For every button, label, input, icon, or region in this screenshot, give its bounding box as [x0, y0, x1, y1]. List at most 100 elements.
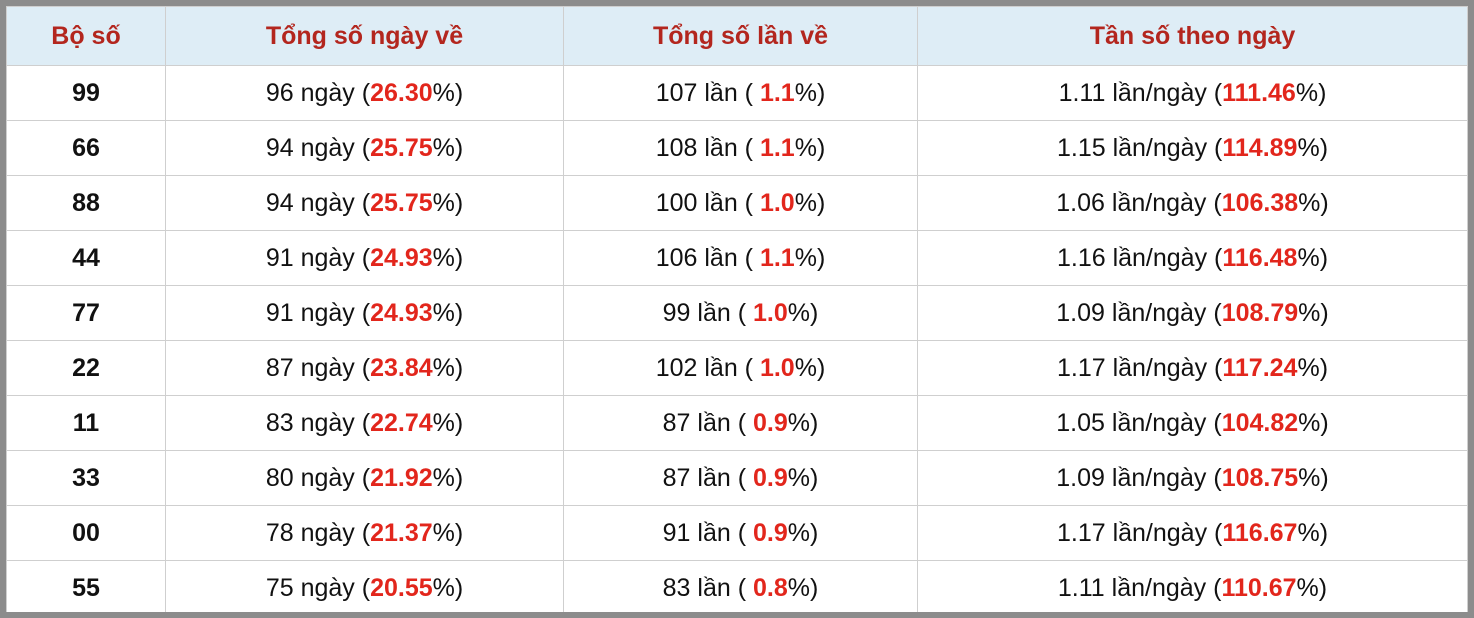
ngay-cell: 94 ngày (25.75%) [165, 120, 564, 176]
ngay-cell: 94 ngày (25.75%) [165, 175, 564, 231]
cell-text: %) [794, 243, 826, 272]
cell-text: %) [787, 463, 819, 492]
table-row: 11 83 ngày (22.74%) 87 lần ( 0.9%) 1.05 lần… [6, 395, 1468, 451]
cell-text: 99 lần ( [662, 298, 753, 327]
cell-text: 94 ngày ( [265, 133, 371, 162]
cell-text: %) [1298, 298, 1329, 327]
ngay-cell: 83 ngày (22.74%) [165, 395, 564, 451]
cell-text: %) [432, 133, 464, 162]
lan-cell: 108 lần ( 1.1%) [563, 120, 918, 176]
code-cell: 88 [6, 175, 166, 231]
table-row: 33 80 ngày (21.92%) 87 lần ( 0.9%) 1.09 lần… [6, 450, 1468, 506]
ngay-cell: 96 ngày (26.30%) [165, 65, 564, 121]
tan-so-cell: 1.11 lần/ngày (111.46%) [917, 65, 1468, 121]
highlight-value: 21.92 [370, 463, 433, 492]
tan-so-cell: 1.16 lần/ngày (116.48%) [917, 230, 1468, 286]
highlight-value: 22.74 [370, 408, 433, 437]
code-cell: 66 [6, 120, 166, 176]
highlight-value: 24.93 [370, 298, 433, 327]
code-cell: 33 [6, 450, 166, 506]
cell-text: %) [1297, 353, 1329, 382]
lan-cell: 91 lần ( 0.9%) [563, 505, 918, 561]
highlight-value: 108.75 [1221, 463, 1299, 492]
cell-text: 108 lần ( [655, 133, 760, 162]
cell-text: 80 ngày ( [265, 463, 371, 492]
cell-text: %) [794, 78, 826, 107]
cell-text: 83 lần ( [662, 573, 753, 602]
highlight-value: 114.89 [1222, 133, 1298, 162]
code-cell: 44 [6, 230, 166, 286]
table-row: 44 91 ngày (24.93%) 106 lần ( 1.1%) 1.16 lầ… [6, 230, 1468, 286]
cell-text: 96 ngày ( [265, 78, 371, 107]
cell-text: %) [1297, 243, 1329, 272]
lan-cell: 106 lần ( 1.1%) [563, 230, 918, 286]
cell-text: 87 lần ( [662, 408, 753, 437]
cell-text: 1.09 lần/ngày ( [1056, 463, 1222, 492]
ngay-cell: 75 ngày (20.55%) [165, 560, 564, 612]
cell-text: %) [432, 463, 464, 492]
table-row: 55 75 ngày (20.55%) 83 lần ( 0.8%) 1.11 lần… [6, 560, 1468, 612]
code-cell: 55 [6, 560, 166, 612]
highlight-value: 1.1 [759, 243, 795, 272]
cell-text: 94 ngày ( [265, 188, 371, 217]
cell-text: %) [432, 298, 464, 327]
cell-text: %) [432, 518, 464, 547]
cell-text: 91 lần ( [662, 518, 753, 547]
tan-so-cell: 1.09 lần/ngày (108.79%) [917, 285, 1468, 341]
highlight-value: 0.9 [753, 518, 788, 547]
cell-text: %) [1298, 188, 1329, 217]
cell-text: %) [787, 408, 819, 437]
cell-text: %) [794, 188, 826, 217]
tan-so-cell: 1.11 lần/ngày (110.67%) [917, 560, 1468, 612]
cell-text: 75 ngày ( [265, 573, 371, 602]
table-row: 66 94 ngày (25.75%) 108 lần ( 1.1%) 1.15 lầ… [6, 120, 1468, 176]
cell-text: 87 lần ( [662, 463, 753, 492]
highlight-value: 26.30 [370, 78, 433, 107]
table-row: 00 78 ngày (21.37%) 91 lần ( 0.9%) 1.17 lần… [6, 505, 1468, 561]
cell-text: 1.11 lần/ngày ( [1057, 573, 1222, 602]
cell-text: 91 ngày ( [265, 243, 371, 272]
header-cell: Tần số theo ngày [917, 6, 1468, 66]
highlight-value: 1.0 [759, 353, 795, 382]
cell-text: %) [432, 78, 464, 107]
cell-text: 1.05 lần/ngày ( [1056, 408, 1222, 437]
lan-cell: 107 lần ( 1.1%) [563, 65, 918, 121]
ngay-cell: 80 ngày (21.92%) [165, 450, 564, 506]
cell-text: 1.16 lần/ngày ( [1056, 243, 1223, 272]
table-row: 99 96 ngày (26.30%) 107 lần ( 1.1%) 1.11 lầ… [6, 65, 1468, 121]
cell-text: 107 lần ( [655, 78, 760, 107]
lan-cell: 87 lần ( 0.9%) [563, 395, 918, 451]
header-row: Bộ số Tổng số ngày về Tổng số lần về Tần số… [6, 6, 1468, 66]
cell-text: 87 ngày ( [265, 353, 371, 382]
cell-text: 102 lần ( [655, 353, 760, 382]
table-row: 77 91 ngày (24.93%) 99 lần ( 1.0%) 1.09 lần… [6, 285, 1468, 341]
highlight-value: 1.0 [753, 298, 788, 327]
code-cell: 77 [6, 285, 166, 341]
cell-text: %) [1296, 573, 1328, 602]
highlight-value: 0.9 [753, 463, 788, 492]
cell-text: 1.06 lần/ngày ( [1056, 188, 1222, 217]
cell-text: %) [787, 298, 819, 327]
header-cell: Bộ số [6, 6, 166, 66]
cell-text: 83 ngày ( [265, 408, 371, 437]
cell-text: %) [787, 573, 819, 602]
code-cell: 99 [6, 65, 166, 121]
cell-text: %) [432, 408, 464, 437]
highlight-value: 111.46 [1222, 78, 1296, 107]
table-row: 88 94 ngày (25.75%) 100 lần ( 1.0%) 1.06 lầ… [6, 175, 1468, 231]
code-cell: 22 [6, 340, 166, 396]
highlight-value: 1.1 [759, 78, 795, 107]
highlight-value: 25.75 [370, 188, 433, 217]
cell-text: %) [432, 353, 464, 382]
tan-so-cell: 1.05 lần/ngày (104.82%) [917, 395, 1468, 451]
cell-text: 91 ngày ( [265, 298, 371, 327]
cell-text: %) [432, 243, 464, 272]
highlight-value: 20.55 [370, 573, 433, 602]
cell-text: %) [794, 353, 826, 382]
table-body: 99 96 ngày (26.30%) 107 lần ( 1.1%) 1.11 lầ… [6, 65, 1468, 612]
cell-text: %) [1297, 133, 1329, 162]
ngay-cell: 91 ngày (24.93%) [165, 230, 564, 286]
header-cell: Tổng số lần về [563, 6, 918, 66]
cell-text: 1.15 lần/ngày ( [1056, 133, 1223, 162]
highlight-value: 21.37 [370, 518, 433, 547]
